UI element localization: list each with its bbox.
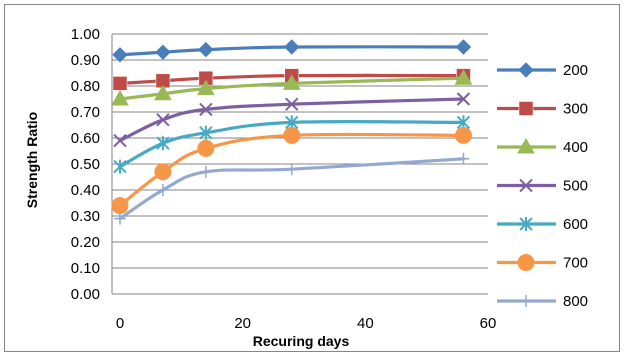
legend: 200 300 400 500 600 700 800: [497, 62, 588, 310]
x-tick-label: 60: [480, 315, 497, 332]
series-600: [113, 115, 471, 174]
data-point: [455, 39, 472, 55]
series-line: [118, 157, 466, 221]
x-axis-title: Recuring days: [253, 333, 350, 349]
legend-label: 500: [563, 178, 588, 195]
legend-marker: [520, 295, 532, 307]
y-tick-label: 0.50: [71, 156, 100, 173]
series-lines: [111, 39, 473, 225]
y-tick-labels: 0.00 0.10 0.20 0.30 0.40 0.50 0.60 0.70 0.80 0.90…: [71, 26, 100, 303]
series-500: [113, 92, 471, 148]
x-tick-labels: 0 20 40 60: [116, 315, 497, 332]
data-point: [454, 69, 473, 85]
data-point: [199, 102, 213, 117]
y-tick-label: 0.20: [71, 234, 100, 251]
data-point: [454, 126, 472, 144]
legend-marker: [518, 62, 534, 78]
data-point: [111, 197, 129, 215]
data-point: [285, 163, 298, 176]
data-point: [285, 97, 299, 111]
data-point: [156, 136, 170, 151]
series-700: [111, 126, 472, 215]
data-point: [456, 92, 471, 106]
data-point: [457, 152, 470, 165]
legend-label: 400: [563, 139, 588, 156]
x-tick-label: 20: [234, 315, 251, 332]
data-point: [154, 84, 172, 101]
legend-item: 300: [497, 101, 588, 118]
data-point: [197, 79, 215, 96]
y-axis-title: Strength Ratio: [24, 112, 40, 208]
series-line: [118, 97, 466, 143]
legend-marker: [518, 101, 534, 116]
series-line: [118, 76, 466, 101]
y-tick-label: 0.90: [71, 52, 100, 69]
data-point: [282, 74, 301, 90]
legend-label: 600: [563, 216, 588, 233]
data-point: [111, 89, 129, 106]
legend-marker: [519, 217, 533, 231]
data-point: [113, 133, 127, 148]
series-line: [118, 119, 466, 169]
gridlines: [111, 33, 488, 295]
data-point: [284, 39, 300, 55]
series-800: [114, 152, 470, 225]
legend-item: 500: [497, 178, 588, 195]
data-point: [155, 44, 171, 60]
legend-item: 400: [497, 137, 588, 156]
y-tick-label: 0.60: [71, 130, 100, 147]
legend-item: 700: [497, 254, 588, 272]
y-tick-label: 0.80: [71, 78, 100, 95]
data-point: [112, 76, 128, 91]
y-tick-label: 0.40: [71, 182, 100, 199]
data-point: [156, 113, 170, 127]
data-point: [112, 47, 128, 63]
y-tick-label: 0.30: [71, 208, 100, 225]
data-point: [198, 41, 214, 58]
series-400: [111, 69, 473, 106]
legend-label: 700: [563, 255, 588, 272]
x-tick-label: 0: [116, 315, 124, 332]
legend-label: 300: [563, 101, 588, 118]
data-point: [154, 163, 172, 181]
legend-marker: [519, 178, 533, 193]
data-point: [156, 184, 169, 196]
legend-item: 800: [497, 293, 588, 310]
y-tick-label: 1.00: [71, 26, 100, 43]
legend-marker: [517, 254, 535, 271]
series-200: [112, 39, 472, 63]
data-point: [283, 126, 301, 144]
legend-label: 200: [563, 62, 588, 79]
data-point: [199, 125, 213, 140]
y-tick-label: 0.00: [71, 286, 100, 303]
data-point: [113, 159, 127, 174]
legend-label: 800: [563, 293, 588, 310]
y-tick-label: 0.10: [71, 260, 100, 277]
y-tick-label: 0.70: [71, 104, 100, 121]
x-tick-label: 40: [357, 315, 374, 332]
legend-item: 600: [497, 216, 588, 233]
data-point: [197, 139, 215, 157]
data-point: [199, 165, 212, 178]
legend-marker: [517, 137, 535, 154]
data-point: [114, 212, 126, 225]
legend-item: 200: [497, 62, 588, 79]
